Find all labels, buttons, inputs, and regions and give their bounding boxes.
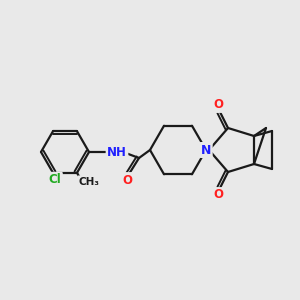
Text: Cl: Cl	[49, 173, 62, 186]
Text: O: O	[213, 98, 223, 112]
Text: O: O	[122, 173, 132, 187]
Text: O: O	[213, 188, 223, 202]
Text: NH: NH	[107, 146, 127, 158]
Text: N: N	[201, 143, 211, 157]
Text: CH₃: CH₃	[79, 177, 100, 187]
